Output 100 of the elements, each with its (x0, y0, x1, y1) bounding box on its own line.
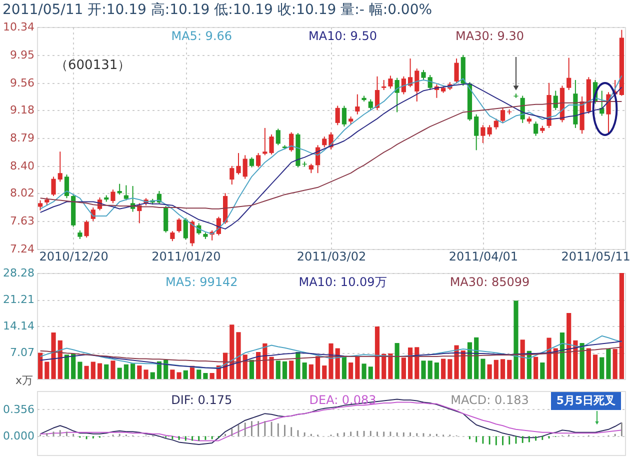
candlestick (110, 189, 116, 204)
candlestick (64, 174, 70, 199)
bar (534, 356, 538, 379)
bar (110, 360, 116, 379)
bar (388, 354, 393, 379)
candlestick (494, 118, 498, 130)
annotation: 5月5日死叉 (556, 394, 616, 407)
bar (540, 362, 545, 379)
candlestick (84, 220, 89, 238)
bar (84, 366, 89, 379)
bar (236, 332, 241, 379)
bar (124, 364, 128, 379)
bar (164, 360, 168, 379)
candlestick (534, 121, 538, 136)
bar (494, 360, 498, 379)
bar (454, 345, 459, 379)
bar (38, 352, 43, 379)
candlestick (249, 156, 254, 168)
y-tick-label: 8.79 (10, 132, 34, 144)
bar (64, 354, 70, 379)
text: MACD: 0.183 (450, 393, 529, 407)
bar (546, 338, 552, 379)
bar (342, 356, 347, 379)
candlestick (368, 98, 373, 111)
y-tick-label: 8.02 (10, 186, 34, 200)
candlestick (428, 74, 432, 91)
bar (514, 300, 518, 379)
bar (401, 358, 406, 379)
bar (560, 332, 565, 379)
candlestick (242, 154, 248, 180)
bar (394, 343, 400, 379)
y-tick-label: 7.07 (10, 346, 34, 359)
bar (619, 273, 624, 379)
y-tick-label: 14.14 (3, 320, 34, 332)
candlestick (322, 136, 327, 148)
bar (368, 366, 373, 379)
candlestick (401, 76, 406, 95)
bar (428, 360, 432, 379)
text: MA10: 9.50 (308, 29, 377, 43)
bar (210, 373, 214, 379)
bar (448, 359, 452, 379)
bar (249, 360, 254, 379)
y-tick-label: 28.28 (3, 266, 34, 280)
candlestick (553, 90, 558, 111)
bar (104, 364, 109, 379)
text: MA5: 99142 (166, 275, 238, 289)
bar (355, 356, 360, 379)
bar (348, 362, 354, 379)
candlestick (454, 58, 459, 84)
y-tick-label: 21.21 (3, 293, 34, 306)
x-tick-label: 2011/01/20 (152, 250, 221, 264)
bar (474, 337, 479, 379)
bar (362, 364, 366, 379)
candlestick (58, 151, 62, 182)
candlestick (308, 163, 314, 174)
bar (130, 364, 136, 379)
y-axis-title: x万 (15, 374, 33, 387)
candlestick (374, 76, 380, 111)
candlestick (164, 206, 168, 234)
bar (566, 313, 572, 379)
bar (600, 357, 604, 379)
series-label: DEA: 0.083 (309, 393, 376, 407)
bar (44, 362, 50, 379)
candlestick (190, 220, 195, 247)
bar (269, 356, 274, 379)
bar (282, 361, 288, 379)
text: MA30: 85099 (450, 275, 530, 289)
candlestick (117, 183, 122, 196)
bar (414, 347, 420, 379)
candlestick (480, 124, 486, 144)
candlestick (566, 57, 572, 91)
bar (507, 360, 512, 379)
y-tick-label: 0.356 (3, 402, 34, 416)
candlestick (124, 184, 128, 201)
candlestick (236, 152, 241, 176)
bar (553, 348, 558, 379)
bar (51, 332, 56, 379)
bar (315, 356, 320, 379)
bar (117, 368, 122, 379)
y-tick-label: 0.000 (3, 430, 34, 443)
x-tick-label: 2011/03/02 (296, 250, 366, 264)
bar (156, 361, 162, 379)
candlestick (170, 230, 175, 242)
bar (460, 350, 466, 379)
bar (487, 364, 492, 379)
bar (308, 364, 314, 379)
bar (296, 352, 300, 379)
y-tick-label: 10.34 (3, 20, 34, 34)
chart-title: 2011/05/11 开:10.19 高:10.19 低:10.19 收:10.19 量:- 幅:0.00% (2, 2, 432, 18)
line-series (40, 346, 622, 363)
bar (374, 326, 380, 379)
candlestick (269, 134, 274, 155)
y-tick-label: 9.18 (10, 104, 34, 117)
bar (97, 363, 102, 379)
bar (573, 340, 578, 379)
bar (421, 360, 426, 379)
candlestick (382, 79, 386, 91)
candlestick (289, 132, 294, 152)
series-label: DIF: 0.175 (171, 393, 232, 407)
bar (58, 340, 62, 379)
